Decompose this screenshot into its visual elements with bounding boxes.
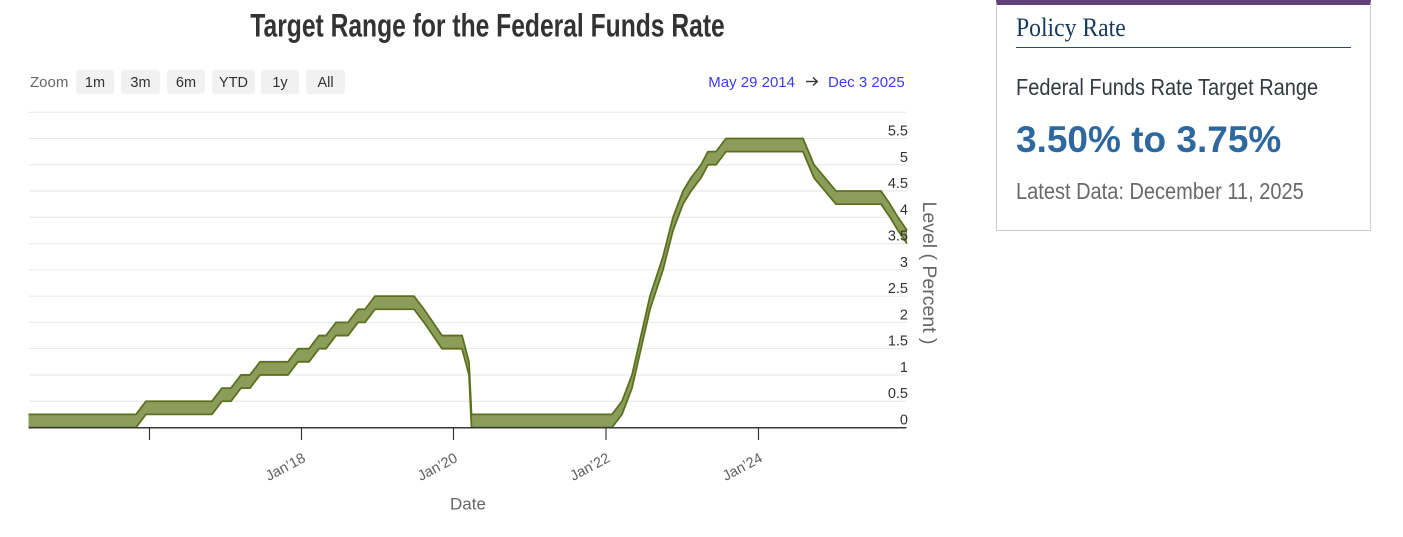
svg-text:3m: 3m xyxy=(130,75,150,91)
svg-text:5: 5 xyxy=(900,150,908,166)
svg-text:3: 3 xyxy=(900,255,908,271)
svg-text:Target Range for the Federal F: Target Range for the Federal Funds Rate xyxy=(250,8,724,44)
svg-text:4: 4 xyxy=(900,202,908,218)
svg-text:YTD: YTD xyxy=(219,75,248,91)
svg-text:0.5: 0.5 xyxy=(888,386,908,402)
svg-text:Jan’22: Jan’22 xyxy=(568,450,613,484)
svg-text:1.5: 1.5 xyxy=(888,334,908,350)
svg-text:Date: Date xyxy=(450,495,486,514)
svg-text:Zoom: Zoom xyxy=(30,74,68,91)
svg-text:1m: 1m xyxy=(85,75,105,91)
svg-text:4.5: 4.5 xyxy=(888,176,908,192)
svg-text:All: All xyxy=(317,75,333,91)
svg-text:May 29 2014: May 29 2014 xyxy=(708,74,795,91)
svg-text:1: 1 xyxy=(900,360,908,376)
svg-text:Dec 3 2025: Dec 3 2025 xyxy=(828,74,905,91)
svg-text:0: 0 xyxy=(900,413,908,429)
svg-text:Level ( Percent ): Level ( Percent ) xyxy=(918,201,940,344)
svg-text:5.5: 5.5 xyxy=(888,123,908,139)
svg-text:1y: 1y xyxy=(272,75,288,91)
svg-text:Jan’24: Jan’24 xyxy=(720,450,765,484)
svg-text:2: 2 xyxy=(900,307,908,323)
svg-text:Jan’18: Jan’18 xyxy=(263,450,308,484)
svg-text:6m: 6m xyxy=(176,75,196,91)
svg-text:2.5: 2.5 xyxy=(888,281,908,297)
svg-text:3.5: 3.5 xyxy=(888,229,908,245)
svg-text:Jan’20: Jan’20 xyxy=(415,450,460,484)
